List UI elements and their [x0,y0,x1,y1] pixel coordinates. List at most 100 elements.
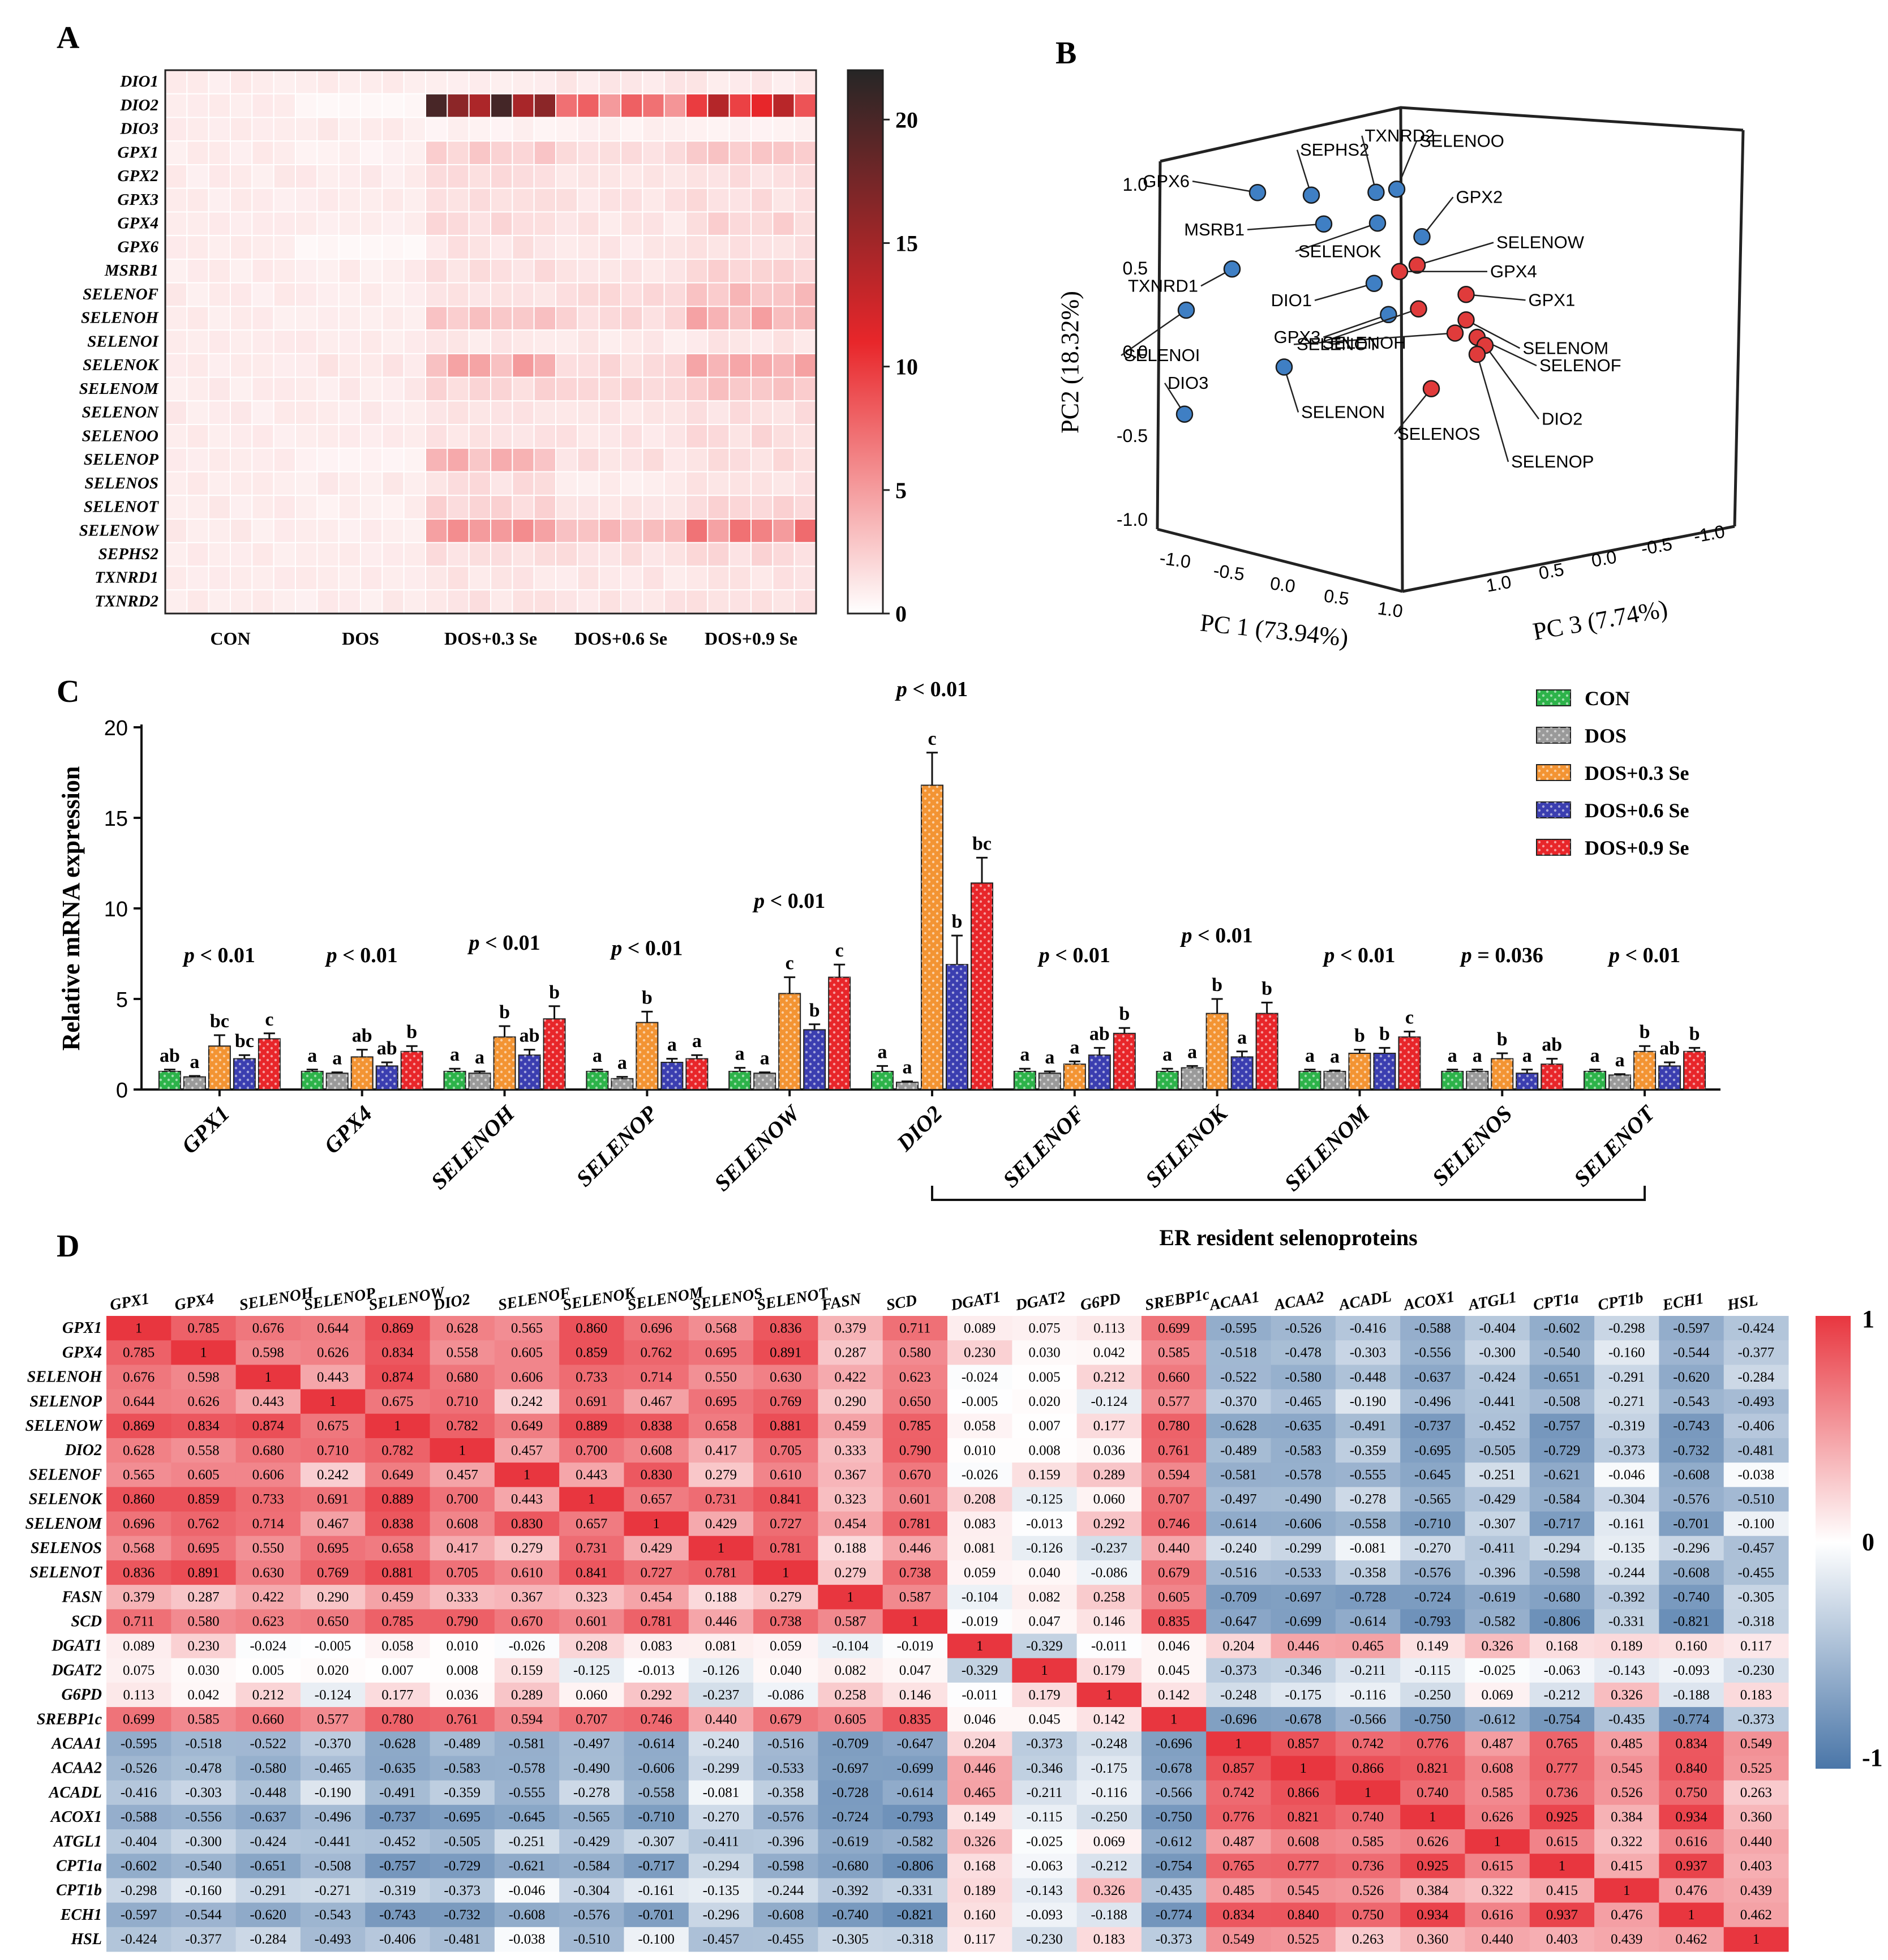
bar-pattern [258,1039,280,1090]
heatmap-cell [577,282,600,307]
corr-value: 0.615 [1546,1834,1578,1849]
corr-value: 0.835 [1158,1614,1190,1629]
pca-point [1248,184,1267,201]
heatmap-cell [642,258,665,284]
p-rest: < 0.01 [195,943,255,967]
corr-cell [1529,1487,1595,1512]
heatmap-cell [620,117,643,142]
heatmap-cell [620,164,643,189]
corr-value: -0.584 [1544,1492,1581,1507]
corr-cell [1206,1389,1272,1414]
heatmap-cell [316,400,340,426]
heatmap-cell [728,376,752,402]
bar-pattern [1088,1055,1110,1090]
corr-value: -0.543 [315,1907,351,1923]
bar-pattern [829,977,851,1090]
corr-cell [1465,1927,1530,1952]
corr-cell [300,1756,366,1781]
heatmap-cell [208,376,231,402]
p-value-label: p < 0.01 [1322,943,1395,967]
corr-cell [235,1756,301,1781]
corr-cell [1659,1316,1724,1341]
corr-cell [1400,1560,1465,1585]
p-symbol: p [610,936,622,960]
corr-cell [1271,1413,1336,1439]
corr-cell [1141,1560,1207,1585]
corr-value: 0.047 [1028,1614,1060,1629]
corr-value: 0.189 [964,1883,996,1898]
corr-value: 0.081 [705,1639,737,1654]
leader-line [1323,314,1389,338]
heatmap-cell [750,164,774,189]
corr-cell [171,1585,237,1610]
corr-cell [1659,1389,1724,1414]
bar-pattern [1324,1071,1346,1090]
corr-cell [818,1609,883,1634]
heatmap-cell [360,471,383,496]
corr-colorbar-label: 1 [1862,1305,1874,1333]
significance-letter: b [1212,975,1222,996]
corr-cell [300,1560,366,1585]
corr-value: -0.135 [703,1883,740,1898]
corr-value: 1 [1041,1663,1048,1678]
heatmap-cell [793,258,817,284]
heatmap-cell [685,306,709,331]
significance-letter: b [1689,1023,1700,1044]
corr-value: -0.429 [1479,1492,1516,1507]
heatmap-cell [208,471,231,496]
corr-cell [106,1658,171,1683]
corr-value: -0.370 [1220,1394,1257,1409]
corr-value: -0.612 [1479,1712,1516,1727]
corr-cell [1012,1365,1078,1390]
corr-value: -0.606 [638,1761,675,1776]
heatmap-cell [707,164,730,189]
corr-cell [559,1536,624,1561]
corr-value: -0.457 [1738,1541,1775,1556]
heatmap-cell [620,282,643,307]
heatmap-cell [316,187,340,213]
heatmap-cell [295,258,318,284]
heatmap-cell [295,282,318,307]
p-rest: < 0.01 [1620,943,1680,967]
heatmap-cell [512,471,535,496]
corr-value: 0.934 [1675,1809,1707,1825]
heatmap-cell [208,400,231,426]
heatmap-cell [512,542,535,567]
heatmap-cell [490,140,513,165]
significance-letter: a [1448,1045,1457,1066]
corr-cell [947,1536,1012,1561]
corr-cell [1723,1463,1789,1487]
group-label: DOS+0.3 Se [444,628,537,649]
heatmap-cell [512,282,535,307]
p-symbol: p [1180,924,1192,947]
significance-letter: a [903,1057,912,1078]
corr-value: -0.750 [1414,1712,1451,1727]
heatmap-cell [381,282,405,307]
heatmap-cell [620,447,643,473]
corr-value: -0.508 [1544,1394,1581,1409]
significance-letter: a [1305,1045,1315,1066]
corr-cell [624,1902,689,1928]
x-tick-label: -1.0 [1158,547,1192,572]
corr-cell [171,1927,237,1952]
corr-cell [1141,1804,1207,1830]
corr-cell [494,1780,560,1805]
heatmap-cell [316,235,340,260]
heatmap-cell [577,93,600,118]
corr-value: 0.869 [123,1418,155,1434]
corr-cell [1529,1902,1595,1928]
pca-point-label: GPX4 [1490,261,1537,281]
corr-value: -0.441 [1479,1394,1516,1409]
corr-cell [1335,1389,1401,1414]
corr-value: -0.558 [1350,1516,1387,1532]
heatmap-cell [663,258,686,284]
corr-value: -0.019 [962,1614,998,1629]
group-label: DOS+0.6 Se [574,628,667,649]
heatmap-cell [728,471,752,496]
corr-cell [688,1927,754,1952]
corr-value: 0.700 [447,1492,478,1507]
corr-value: -0.555 [1350,1468,1387,1483]
corr-cell [1271,1682,1336,1708]
heatmap-cell [468,140,492,165]
heatmap-cell [793,471,817,496]
